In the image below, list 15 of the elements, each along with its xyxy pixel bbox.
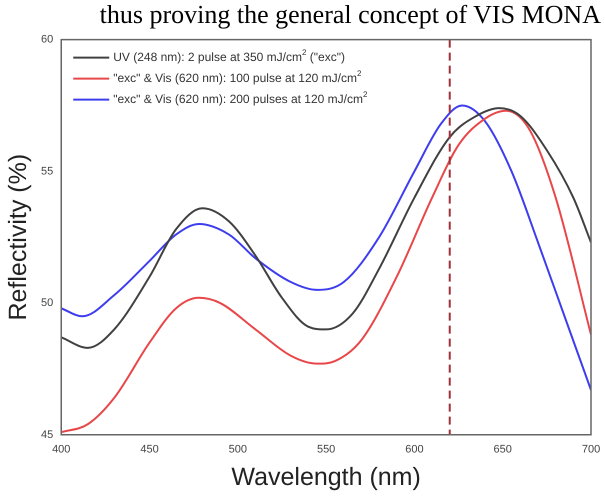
- x-tick-label: 450: [140, 443, 159, 456]
- x-axis-title: Wavelength (nm): [231, 462, 421, 491]
- y-tick-label: 45: [40, 428, 54, 441]
- line-series: [61, 107, 591, 349]
- y-tick-label: 60: [40, 34, 54, 46]
- x-tick-label: 500: [228, 443, 248, 456]
- x-tick-label: 700: [582, 443, 600, 456]
- x-tick-label: 550: [316, 443, 336, 456]
- x-tick-label: 600: [405, 443, 424, 456]
- y-tick-label: 50: [40, 297, 54, 310]
- x-tick-label: 650: [494, 443, 512, 456]
- y-tick-label: 55: [40, 165, 54, 178]
- text: thus proving the general concept of VIS MONA: [98, 0, 602, 30]
- x-tick-label: 400: [52, 443, 70, 456]
- y-axis-title: Reflectivity (%): [4, 154, 32, 321]
